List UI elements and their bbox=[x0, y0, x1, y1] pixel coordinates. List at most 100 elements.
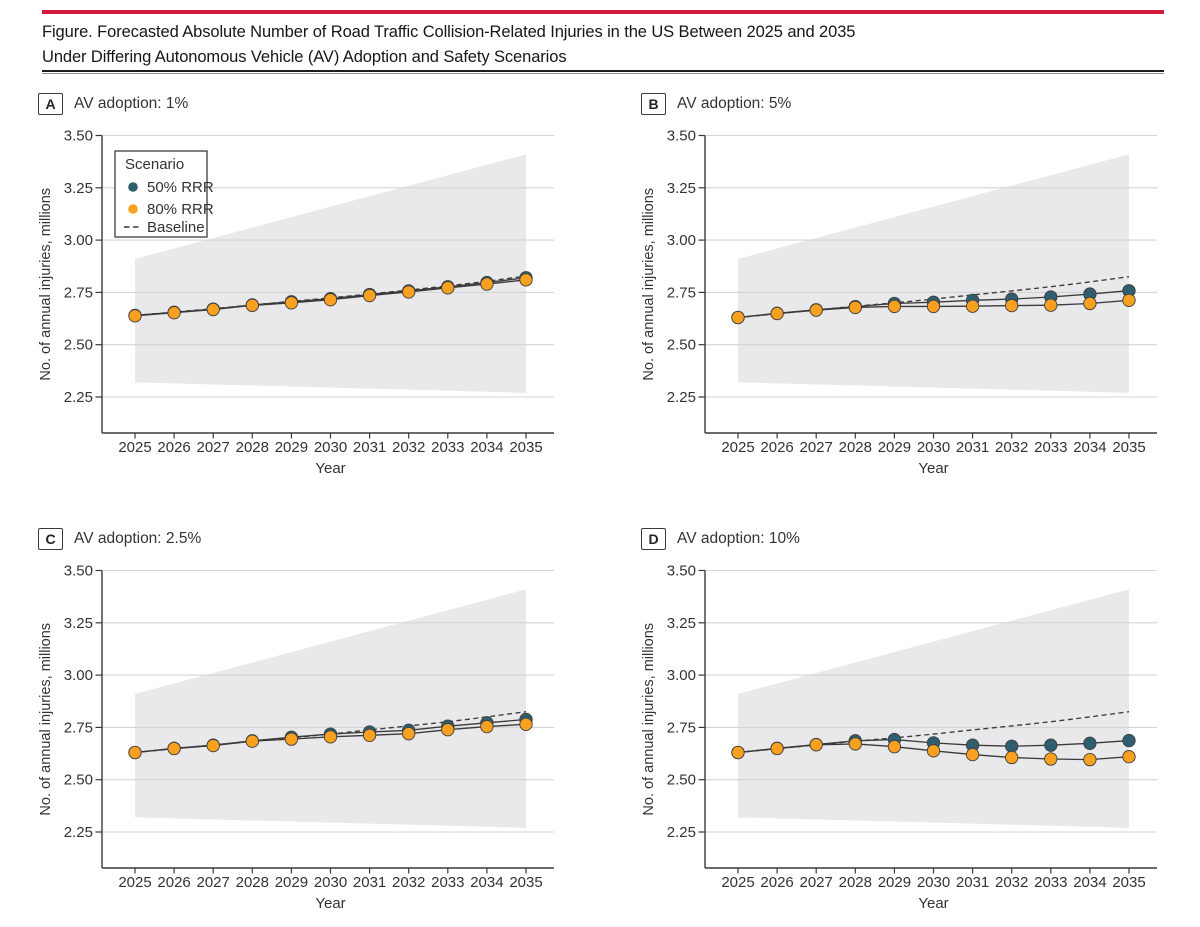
series-baseline bbox=[737, 711, 1130, 754]
ci-band bbox=[135, 589, 526, 828]
y-tick-label: 2.75 bbox=[667, 284, 696, 301]
y-tick-label: 2.75 bbox=[64, 719, 93, 736]
x-tick-label: 2028 bbox=[236, 874, 269, 891]
data-point bbox=[206, 302, 220, 317]
y-tick-label: 3.50 bbox=[667, 563, 696, 580]
x-tick-label: 2033 bbox=[431, 874, 464, 891]
y-axis: 3.50 3.25 3.00 2.75 2.50 2.25 No. of annual in… bbox=[38, 563, 103, 868]
legend-item-label: 80% RRR bbox=[147, 201, 214, 218]
data-point bbox=[519, 717, 533, 731]
panel-c-letter: C bbox=[38, 527, 63, 550]
x-tick-label: 2031 bbox=[956, 439, 989, 456]
panel-a-chart: 3.50 3.25 3.00 2.75 2.50 2.25 No. of annual in… bbox=[38, 128, 554, 477]
data-point bbox=[167, 306, 181, 320]
x-tick-label: 2032 bbox=[392, 439, 425, 456]
data-point bbox=[1044, 752, 1058, 766]
x-tick-label: 2031 bbox=[353, 874, 386, 891]
x-axis-title: Year bbox=[315, 460, 345, 477]
y-tick-label: 2.50 bbox=[64, 772, 93, 789]
x-tick-label: 2032 bbox=[995, 874, 1028, 891]
data-point bbox=[206, 738, 220, 753]
y-axis-title: No. of annual injuries, millions bbox=[641, 623, 657, 816]
data-point bbox=[441, 723, 455, 737]
panel-c: C AV adoption: 2.5% 3.50 3.25 3.00 2.75 2.50… bbox=[36, 525, 606, 922]
y-tick-label: 2.25 bbox=[667, 824, 696, 841]
data-point bbox=[167, 741, 181, 756]
y-tick-label: 3.25 bbox=[667, 180, 696, 197]
x-tick-label: 2027 bbox=[800, 874, 833, 891]
x-tick-label: 2025 bbox=[721, 874, 754, 891]
y-tick-label: 3.00 bbox=[667, 667, 696, 684]
top-red-rule bbox=[42, 10, 1164, 14]
panel-c-title: AV adoption: 2.5% bbox=[74, 529, 202, 547]
x-tick-label: 2035 bbox=[1112, 874, 1145, 891]
data-point bbox=[1083, 736, 1097, 750]
x-tick-label: 2027 bbox=[197, 874, 230, 891]
x-tick-label: 2030 bbox=[917, 439, 950, 456]
panel-d-header: D AV adoption: 10% bbox=[641, 527, 800, 550]
data-point bbox=[926, 744, 941, 758]
panel-a: A AV adoption: 1% 3.50 3.25 3.00 2.75 2.50 2.… bbox=[36, 90, 606, 487]
panel-a-title: AV adoption: 1% bbox=[74, 94, 189, 112]
y-tick-label: 2.50 bbox=[667, 772, 696, 789]
data-point bbox=[480, 277, 494, 291]
ci-band bbox=[738, 589, 1129, 828]
y-axis-title: No. of annual injuries, millions bbox=[641, 188, 657, 381]
data-point bbox=[770, 741, 784, 756]
data-point bbox=[731, 745, 745, 760]
x-tick-label: 2026 bbox=[760, 874, 793, 891]
x-tick-label: 2025 bbox=[118, 439, 151, 456]
x-axis: 2025 2026 2027 2028 2029 2030 2031 2032 2033 2034… bbox=[102, 867, 554, 912]
x-tick-label: 2027 bbox=[800, 439, 833, 456]
y-tick-label: 2.50 bbox=[667, 337, 696, 354]
data-point bbox=[1122, 733, 1136, 748]
panel-c-chart: 3.50 3.25 3.00 2.75 2.50 2.25 No. of annual in… bbox=[38, 563, 554, 912]
data-point bbox=[402, 727, 416, 741]
data-point bbox=[441, 281, 455, 295]
x-tick-label: 2035 bbox=[1112, 439, 1145, 456]
data-point bbox=[362, 728, 377, 742]
legend-title: Scenario bbox=[125, 156, 184, 173]
title-divider-shadow bbox=[42, 73, 1164, 74]
data-point bbox=[1005, 750, 1019, 765]
x-tick-label: 2030 bbox=[314, 439, 347, 456]
x-tick-label: 2029 bbox=[878, 439, 911, 456]
series-80-rrr bbox=[128, 273, 533, 323]
x-tick-label: 2031 bbox=[353, 439, 386, 456]
x-tick-label: 2033 bbox=[1034, 439, 1067, 456]
figure-title-line-1: Figure. Forecasted Absolute Number of Ro… bbox=[42, 23, 856, 41]
ci-band bbox=[135, 154, 526, 393]
data-point bbox=[887, 299, 902, 314]
data-point bbox=[519, 273, 533, 287]
x-axis-title: Year bbox=[918, 460, 948, 477]
x-axis: 2025 2026 2027 2028 2029 2030 2031 2032 2033 2034… bbox=[705, 432, 1157, 477]
data-point bbox=[284, 732, 299, 746]
data-point bbox=[848, 737, 862, 751]
x-tick-label: 2026 bbox=[157, 874, 190, 891]
panel-a-header: A AV adoption: 1% bbox=[38, 92, 188, 115]
y-tick-label: 3.00 bbox=[667, 232, 696, 249]
x-tick-label: 2034 bbox=[1073, 439, 1106, 456]
y-axis: 3.50 3.25 3.00 2.75 2.50 2.25 No. of annual in… bbox=[641, 128, 706, 433]
y-axis-title: No. of annual injuries, millions bbox=[38, 188, 54, 381]
panel-b: B AV adoption: 5% 3.50 3.25 3.00 2.75 2.50 2.… bbox=[639, 90, 1200, 487]
x-tick-label: 2034 bbox=[1073, 874, 1106, 891]
legend-item-label: Baseline bbox=[147, 219, 205, 236]
data-point bbox=[809, 738, 823, 752]
x-tick-label: 2035 bbox=[509, 439, 542, 456]
x-tick-label: 2033 bbox=[1034, 874, 1067, 891]
y-tick-label: 3.00 bbox=[64, 232, 93, 249]
y-tick-label: 3.50 bbox=[64, 563, 93, 580]
x-tick-label: 2035 bbox=[509, 874, 542, 891]
data-point bbox=[770, 306, 784, 321]
y-tick-label: 3.25 bbox=[64, 180, 93, 197]
y-tick-label: 2.25 bbox=[667, 389, 696, 406]
y-tick-label: 2.75 bbox=[64, 284, 93, 301]
x-tick-label: 2030 bbox=[917, 874, 950, 891]
data-point bbox=[1083, 296, 1097, 311]
y-tick-label: 3.25 bbox=[64, 615, 93, 632]
data-point bbox=[362, 288, 377, 303]
x-tick-label: 2034 bbox=[470, 439, 503, 456]
data-point bbox=[1044, 738, 1058, 752]
